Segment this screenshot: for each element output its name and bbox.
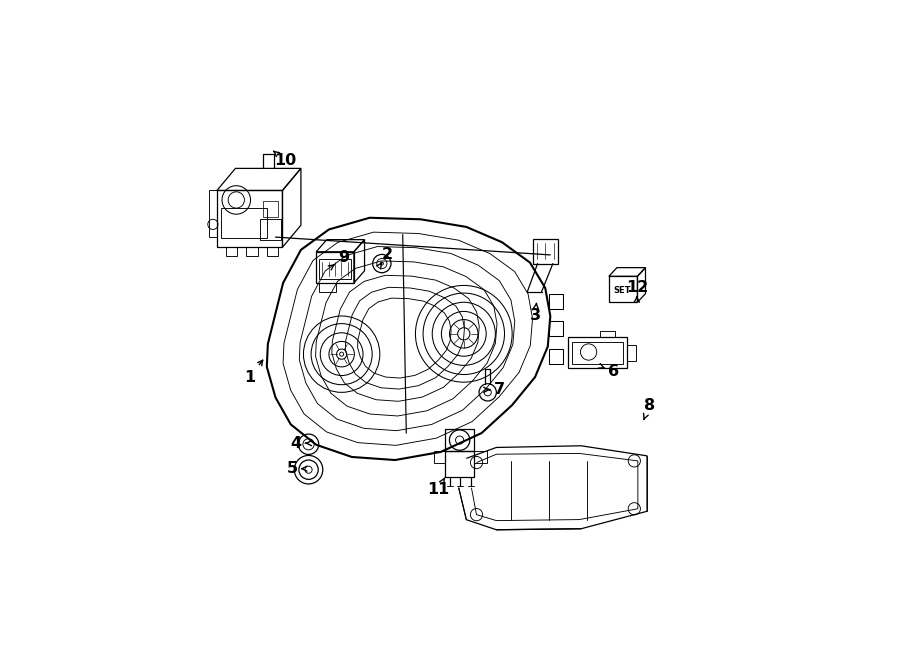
Text: 11: 11 bbox=[428, 482, 449, 496]
Text: 5: 5 bbox=[287, 461, 298, 476]
Text: 4: 4 bbox=[291, 436, 302, 451]
Text: 7: 7 bbox=[494, 382, 505, 397]
Text: 8: 8 bbox=[644, 397, 655, 412]
Text: 12: 12 bbox=[626, 280, 648, 295]
Text: SET: SET bbox=[613, 286, 631, 295]
Text: 10: 10 bbox=[274, 153, 297, 169]
Text: 6: 6 bbox=[608, 364, 619, 379]
Text: 2: 2 bbox=[382, 247, 393, 262]
Text: 1: 1 bbox=[245, 369, 256, 385]
Text: 9: 9 bbox=[338, 250, 350, 265]
Text: 3: 3 bbox=[529, 309, 541, 323]
